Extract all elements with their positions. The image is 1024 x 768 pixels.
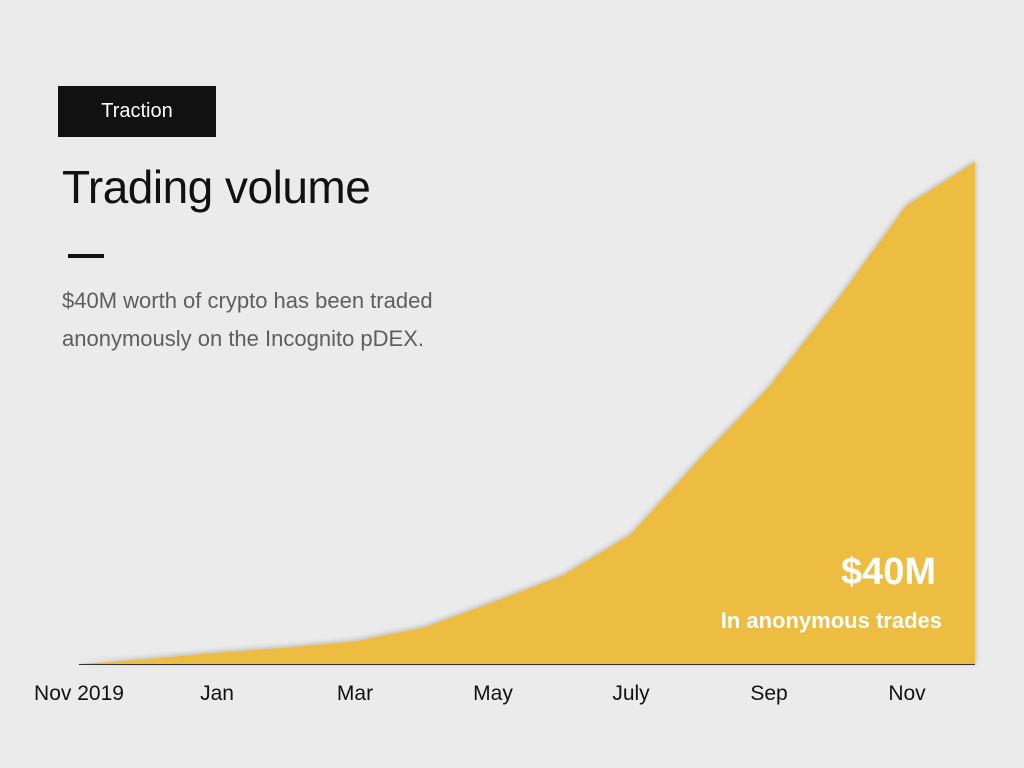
page-title: Trading volume	[62, 161, 371, 213]
volume-area	[79, 162, 975, 664]
x-tick-label: May	[473, 682, 513, 705]
total-volume-value: $40M	[840, 551, 936, 593]
description: $40M worth of crypto has been traded ano…	[62, 288, 433, 351]
total-volume-caption: In anonymous trades	[720, 608, 942, 633]
x-tick-label: Nov 2019	[34, 682, 124, 705]
x-tick-label: July	[612, 682, 650, 705]
section-tag-label: Traction	[101, 100, 173, 122]
section-tag: Traction	[58, 86, 216, 137]
x-tick-label: Jan	[200, 682, 234, 705]
x-tick-label: Mar	[337, 682, 373, 705]
x-tick-label: Sep	[750, 682, 787, 705]
title-divider	[68, 254, 104, 258]
x-tick-label: Nov	[888, 682, 926, 705]
